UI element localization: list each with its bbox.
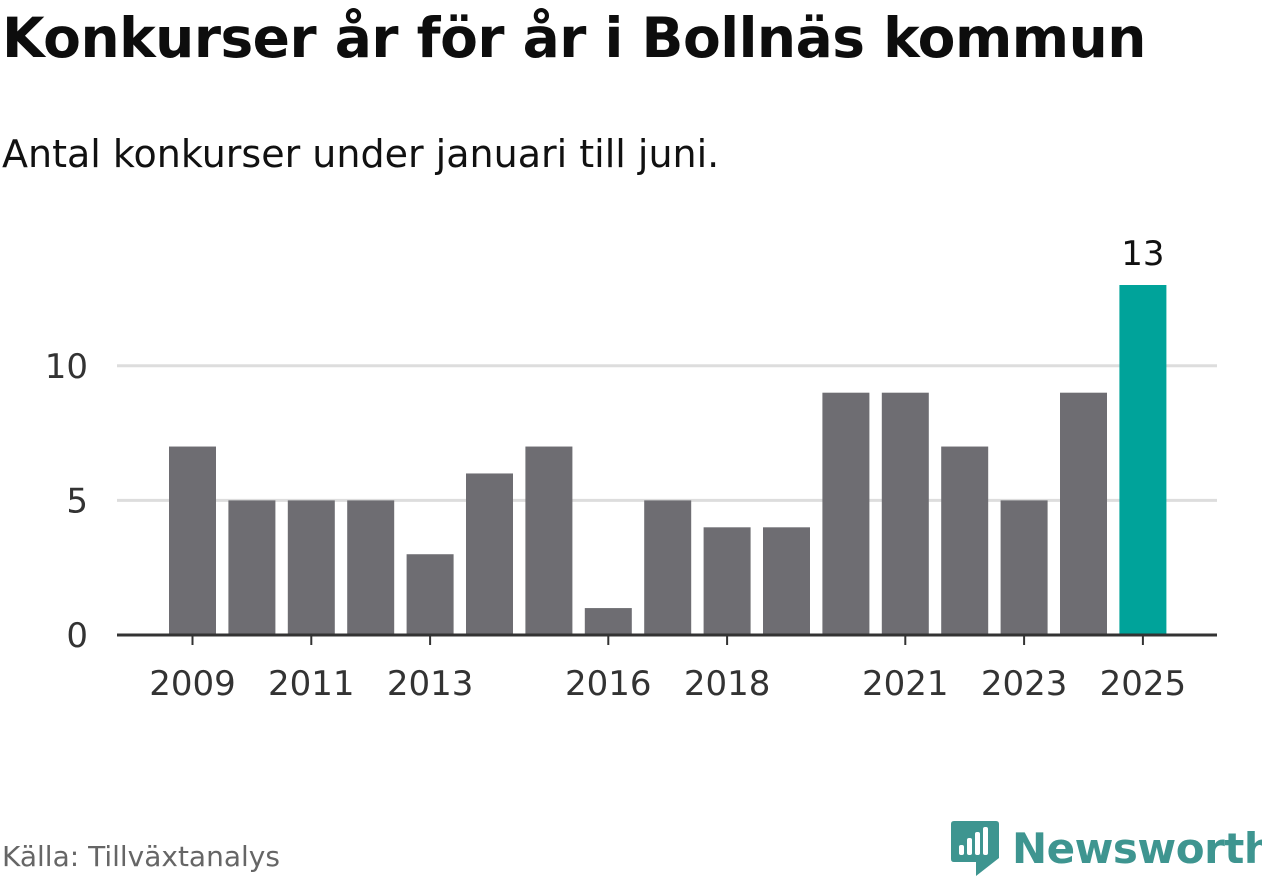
x-tick-label-2011: 2011 — [268, 664, 355, 704]
bar-2013 — [406, 554, 454, 635]
bar-2014 — [466, 473, 513, 635]
bar-2018 — [703, 527, 751, 635]
bar-2024 — [1060, 392, 1107, 635]
bar-2022 — [941, 446, 989, 635]
bar-2015 — [525, 446, 573, 635]
bar-chart-speech-bubble-icon — [951, 821, 999, 876]
brand-logo: Newsworthy — [950, 818, 1262, 878]
data-label-2025: 13 — [1121, 234, 1164, 274]
bar-2016 — [584, 608, 632, 635]
bar-2021 — [881, 392, 929, 635]
bar-2009 — [169, 446, 216, 635]
bar-2010 — [228, 500, 276, 635]
y-tick-label-0: 0 — [66, 616, 88, 656]
chart-title: Konkurser år för år i Bollnäs kommun — [2, 6, 1146, 70]
bar-2012 — [347, 500, 395, 635]
y-tick-label-10: 10 — [45, 347, 88, 387]
bar-2019 — [763, 527, 810, 635]
chart-subtitle: Antal konkurser under januari till juni. — [2, 132, 720, 176]
x-tick-label-2021: 2021 — [862, 664, 949, 704]
x-tick-label-2023: 2023 — [981, 664, 1068, 704]
x-tick-label-2009: 2009 — [149, 664, 236, 704]
brand-name: Newsworthy — [1012, 823, 1262, 873]
bar-2023 — [1000, 500, 1048, 635]
bar-2020 — [822, 392, 870, 635]
bar-chart: 0 5 10 13 2009 2011 2013 2016 2018 2021 2023 2025 — [45, 234, 1217, 704]
x-tick-label-2013: 2013 — [387, 664, 474, 704]
source-note: Källa: Tillväxtanalys — [2, 840, 280, 873]
bar-2017 — [644, 500, 692, 635]
bar-2011 — [287, 500, 335, 635]
x-tick-label-2018: 2018 — [684, 664, 771, 704]
y-tick-label-5: 5 — [66, 481, 88, 521]
bar-2025 — [1119, 285, 1167, 635]
x-tick-label-2025: 2025 — [1100, 664, 1187, 704]
x-tick-label-2016: 2016 — [565, 664, 652, 704]
